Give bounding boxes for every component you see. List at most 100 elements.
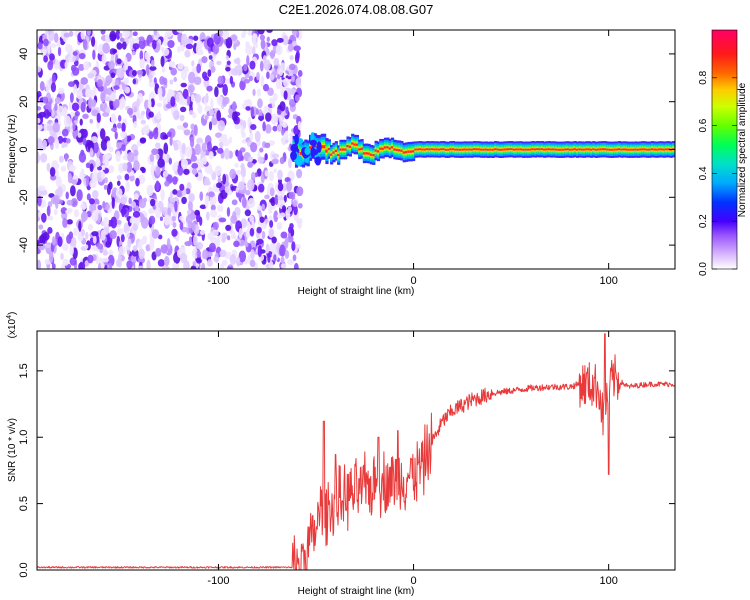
spectrogram-noise-cell [265, 112, 272, 122]
spectrogram-onset-blob [311, 149, 319, 156]
spectrogram-noise-cell [263, 59, 271, 71]
spectrogram-band-segment [571, 148, 575, 151]
spectrogram-noise-cell [140, 119, 147, 125]
spectrogram-noise-cell [65, 138, 71, 144]
spectrogram-noise-cell [82, 38, 88, 50]
spectrogram-noise-cell [56, 186, 63, 198]
spectrogram-band-segment [575, 148, 580, 151]
spectrogram-noise-cell [166, 237, 171, 250]
spectrogram-noise-cell [108, 181, 113, 190]
spectrogram-noise-cell [72, 51, 78, 56]
spectrogram-noise-cell [157, 259, 165, 267]
spectrogram-noise-cell [92, 141, 99, 154]
spectrogram-noise-cell [281, 205, 287, 213]
spectrogram-noise-cell [138, 174, 146, 185]
spectrogram-band-segment [662, 148, 666, 151]
spectrogram-noise-cell [151, 59, 155, 67]
spectrogram-noise-cell [196, 63, 202, 74]
spectrogram-noise-cell [51, 236, 56, 246]
spectrogram-noise-cell [235, 256, 241, 267]
spectrogram-noise-cell [45, 243, 52, 249]
spectrogram-noise-cell [100, 30, 106, 35]
spectrogram-noise-cell [45, 82, 51, 93]
spectrogram-noise-cell [139, 137, 146, 144]
snr-ytick-label-3: 1.5 [18, 363, 30, 378]
spectrogram-noise-cell [171, 215, 176, 222]
spectrogram-noise-cell [42, 139, 47, 150]
spectrogram-noise-cell [276, 124, 283, 133]
spectrogram-noise-cell [285, 209, 291, 220]
spectrogram-noise-cell [122, 30, 130, 39]
spectrogram-band-segment [566, 148, 570, 151]
spectrogram-noise-cell [114, 197, 121, 204]
spectrogram-band-segment [531, 148, 535, 151]
spectrogram-band-segment [433, 148, 437, 151]
spectrogram-noise-cell [66, 199, 73, 206]
spectrogram-noise-cell [120, 208, 127, 215]
spectrogram-noise-cell [234, 65, 238, 76]
spectrogram-band-segment [618, 148, 622, 151]
spectrogram-noise-cell [235, 186, 239, 193]
spectrogram-noise-cell [49, 53, 55, 61]
spectrogram-noise-cell [274, 194, 279, 206]
spectrogram-band-segment [388, 147, 392, 150]
spectrogram-band-segment [447, 148, 451, 151]
spectrogram-noise-cell [249, 60, 256, 70]
spectrogram-noise-cell [150, 98, 155, 108]
spectrogram-noise-cell [279, 101, 286, 112]
spectrogram-band-segment [454, 148, 458, 151]
spectrogram-noise-cell [199, 216, 203, 226]
snr-xlabel: Height of straight line (km) [298, 586, 415, 597]
spectrogram-noise-cell [104, 79, 111, 87]
spectrogram-noise-cell [185, 188, 191, 195]
spectrogram-band-segment [632, 148, 636, 151]
spectrogram-noise-cell [117, 115, 122, 122]
spectrogram-noise-cell [179, 221, 184, 231]
spectrogram-noise-cell [145, 244, 151, 252]
spectrogram-band-segment [496, 148, 500, 151]
spectrogram-noise-cell [180, 69, 187, 81]
spectrogram-noise-cell [65, 209, 72, 214]
spectrogram-band-segment [358, 148, 362, 151]
spectrogram-noise-cell [193, 124, 198, 136]
spectrogram-noise-cell [268, 205, 273, 215]
snr-ytick-label-2: 1.0 [18, 430, 30, 445]
spectrogram-band-segment [533, 148, 537, 151]
spectrogram-band-segment [650, 148, 655, 151]
spectrogram-band-segment [479, 148, 484, 151]
spectrogram-band-segment [308, 146, 313, 150]
spectrogram-noise-cell [69, 92, 74, 103]
spectrogram-noise-cell [71, 102, 80, 112]
spectrogram-noise-cell [280, 231, 288, 239]
spectrogram-band-segment [515, 148, 519, 151]
spectrogram-noise-cell [169, 191, 173, 203]
spectrogram-noise-cell [212, 44, 220, 55]
spectrogram-noise-cell [139, 50, 144, 61]
chart-title: C2E1.2026.074.08.08.G07 [279, 2, 434, 17]
spectrogram-noise-cell [69, 123, 74, 134]
spectrogram-noise-cell [212, 229, 219, 237]
spectrogram-noise-cell [218, 217, 227, 223]
spectrogram-noise-cell [162, 35, 169, 47]
spectrogram-noise-cell [116, 228, 124, 236]
spectrogram-noise-cell [248, 156, 254, 163]
snr-scale-note: (x104) [6, 312, 18, 339]
spectrogram-noise-cell [250, 249, 255, 260]
spectrogram-noise-cell [90, 99, 97, 107]
spectrogram-band-segment [402, 151, 406, 154]
spectrogram-noise-cell [132, 245, 138, 252]
colorbar-tick-label-2: 0.4 [698, 166, 709, 180]
spectrogram-noise-cell [126, 161, 133, 173]
spectrogram-noise-cell [132, 223, 139, 232]
spectrogram-noise-cell [123, 77, 129, 85]
spectrogram-noise-cell [240, 218, 248, 228]
spectrogram-noise-cell [54, 102, 58, 112]
spectrogram-noise-cell [115, 150, 121, 162]
spectrogram-noise-cell [216, 60, 222, 66]
spectrogram-noise-cell [138, 248, 145, 260]
spectrogram-noise-cell [37, 66, 42, 73]
spectrogram-noise-cell [217, 120, 226, 132]
spectrogram-noise-cell [130, 201, 137, 210]
spectrogram-noise-cell [129, 217, 134, 224]
